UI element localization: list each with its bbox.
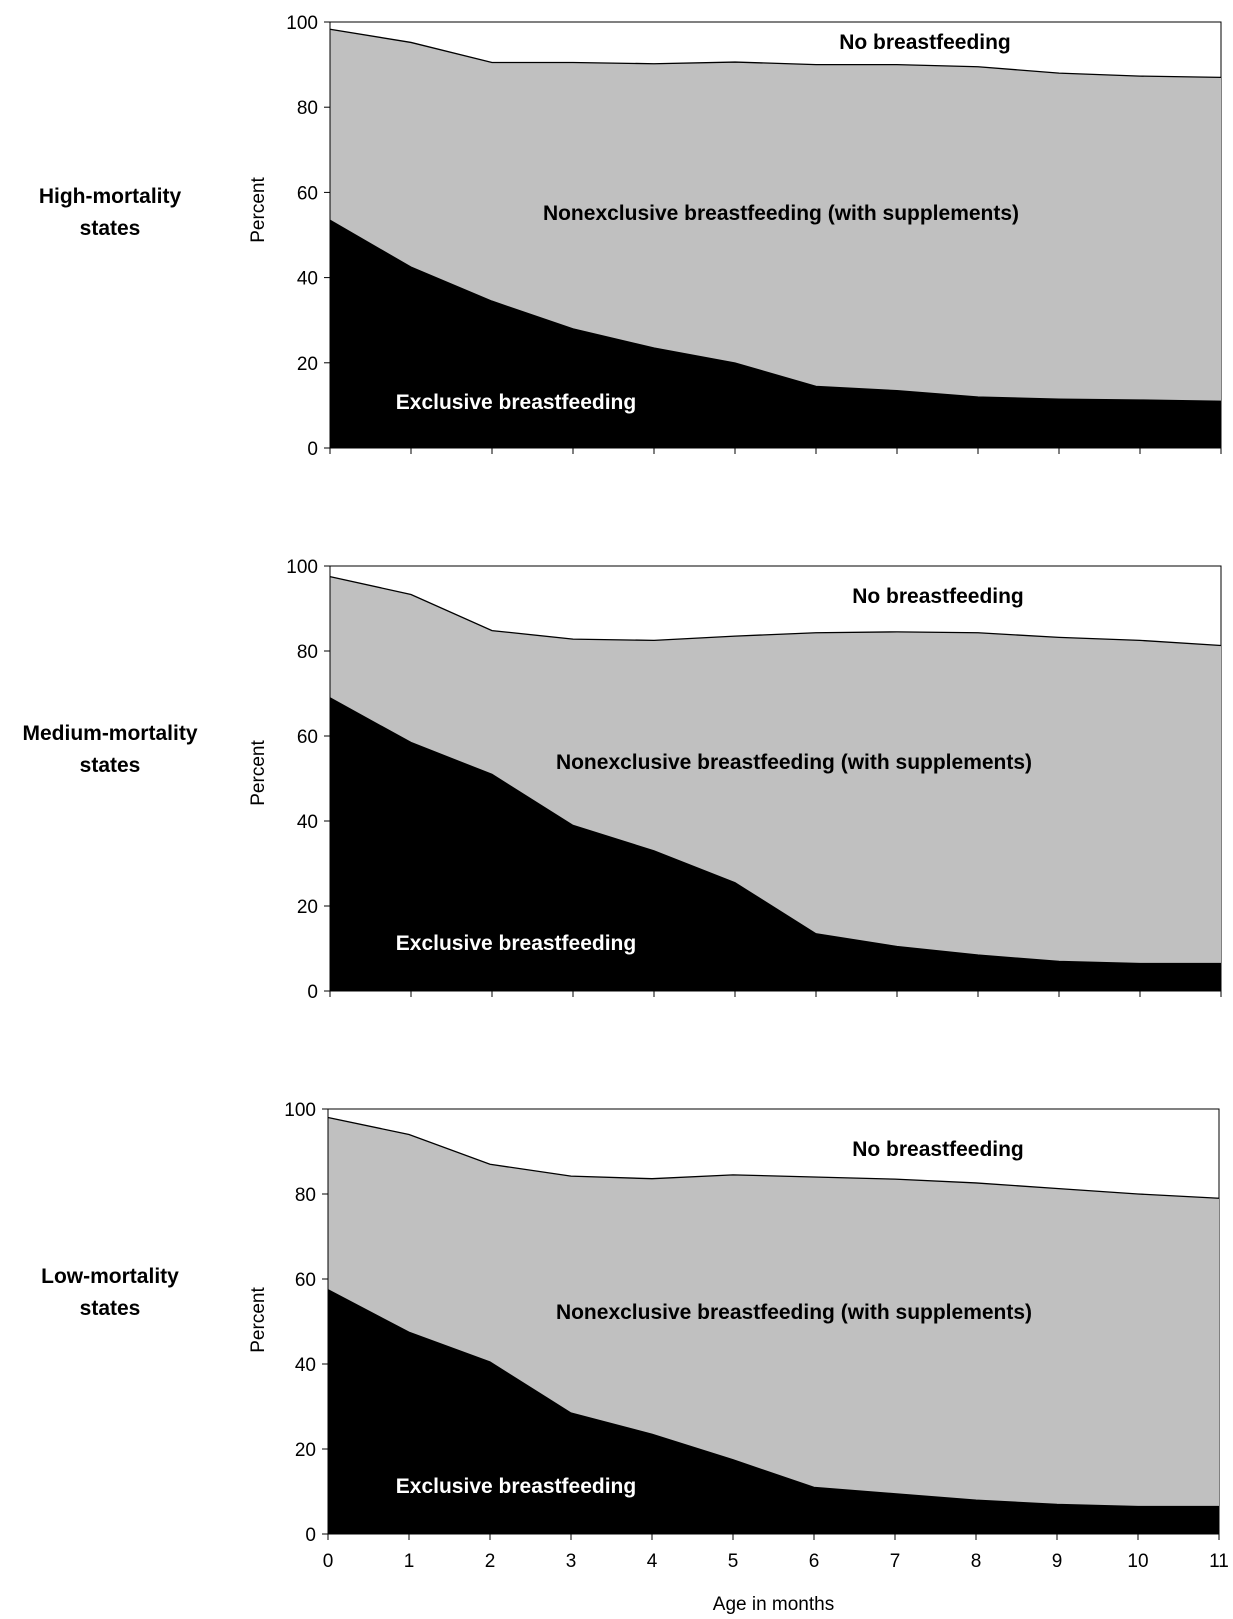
- y-tick-label: 40: [295, 1355, 316, 1376]
- chart-panel: 0 20 40 60 80 100 Percent High-mortality states N…: [39, 13, 1222, 460]
- row-label: states: [80, 217, 141, 240]
- area-exclusive-breastfeeding: [329, 219, 1222, 449]
- row-label: High-mortality: [39, 185, 182, 208]
- chart-panel: 0 20 40 60 80 100 Percent Medium-mortality state…: [22, 557, 1222, 1003]
- x-tick-label: 9: [1052, 1551, 1063, 1572]
- series-label-exclusive-breastfeeding: Exclusive breastfeeding: [396, 1475, 636, 1498]
- row-label: Medium-mortality: [22, 722, 197, 745]
- x-tick-label: 8: [971, 1551, 982, 1572]
- series-label-nonexclusive-breastfeeding-with-supplements: Nonexclusive breastfeeding (with supplem…: [556, 1301, 1032, 1324]
- series-label-exclusive-breastfeeding: Exclusive breastfeeding: [396, 932, 636, 955]
- y-tick-label: 40: [297, 812, 318, 833]
- y-tick-label: 20: [297, 897, 318, 918]
- x-tick-label: 7: [890, 1551, 901, 1572]
- y-axis-label: Percent: [248, 1287, 269, 1353]
- x-tick-label: 10: [1127, 1551, 1148, 1572]
- line-nonexclusive-top: [329, 28, 1222, 79]
- y-tick-label: 0: [307, 982, 318, 1003]
- row-label: Low-mortality: [41, 1265, 179, 1288]
- line-nonexclusive-top: [327, 1116, 1220, 1199]
- series-label-exclusive-breastfeeding: Exclusive breastfeeding: [396, 391, 636, 414]
- series-label-nonexclusive-breastfeeding-with-supplements: Nonexclusive breastfeeding (with supplem…: [543, 202, 1019, 225]
- x-tick-label: 6: [809, 1551, 820, 1572]
- y-tick-label: 60: [295, 1270, 316, 1291]
- y-tick-label: 100: [286, 13, 318, 34]
- series-label-no-breastfeeding: No breastfeeding: [852, 585, 1024, 608]
- chart-panel: 0 20 40 60 80 100 0 1 2 3 4 5 6 7 8 9 10 11 Age in months P…: [41, 1100, 1229, 1615]
- y-tick-label: 80: [297, 98, 318, 119]
- x-axis-label: Age in months: [713, 1594, 834, 1615]
- y-tick-label: 60: [297, 727, 318, 748]
- y-tick-label: 80: [295, 1185, 316, 1206]
- x-tick-label: 0: [323, 1551, 334, 1572]
- y-tick-label: 80: [297, 642, 318, 663]
- row-label: states: [80, 754, 141, 777]
- y-tick-label: 20: [295, 1440, 316, 1461]
- x-tick-label: 5: [728, 1551, 739, 1572]
- area-exclusive-breastfeeding: [327, 1288, 1220, 1535]
- x-tick-label: 1: [404, 1551, 415, 1572]
- series-label-no-breastfeeding: No breastfeeding: [852, 1138, 1024, 1161]
- series-label-nonexclusive-breastfeeding-with-supplements: Nonexclusive breastfeeding (with supplem…: [556, 751, 1032, 774]
- y-tick-label: 20: [297, 354, 318, 375]
- y-axis-label: Percent: [248, 740, 269, 806]
- y-tick-label: 0: [305, 1525, 316, 1546]
- x-tick-label: 2: [485, 1551, 496, 1572]
- series-label-no-breastfeeding: No breastfeeding: [839, 31, 1011, 54]
- row-label: states: [80, 1297, 141, 1320]
- x-tick-label: 11: [1209, 1551, 1229, 1572]
- y-tick-label: 60: [297, 183, 318, 204]
- area-exclusive-breastfeeding: [329, 696, 1222, 992]
- y-tick-label: 40: [297, 269, 318, 290]
- y-axis-label: Percent: [248, 177, 269, 243]
- y-tick-label: 100: [286, 557, 318, 578]
- y-tick-label: 0: [307, 439, 318, 460]
- y-tick-label: 100: [284, 1100, 316, 1121]
- line-nonexclusive-top: [329, 575, 1222, 647]
- x-tick-label: 3: [566, 1551, 577, 1572]
- x-tick-label: 4: [647, 1551, 658, 1572]
